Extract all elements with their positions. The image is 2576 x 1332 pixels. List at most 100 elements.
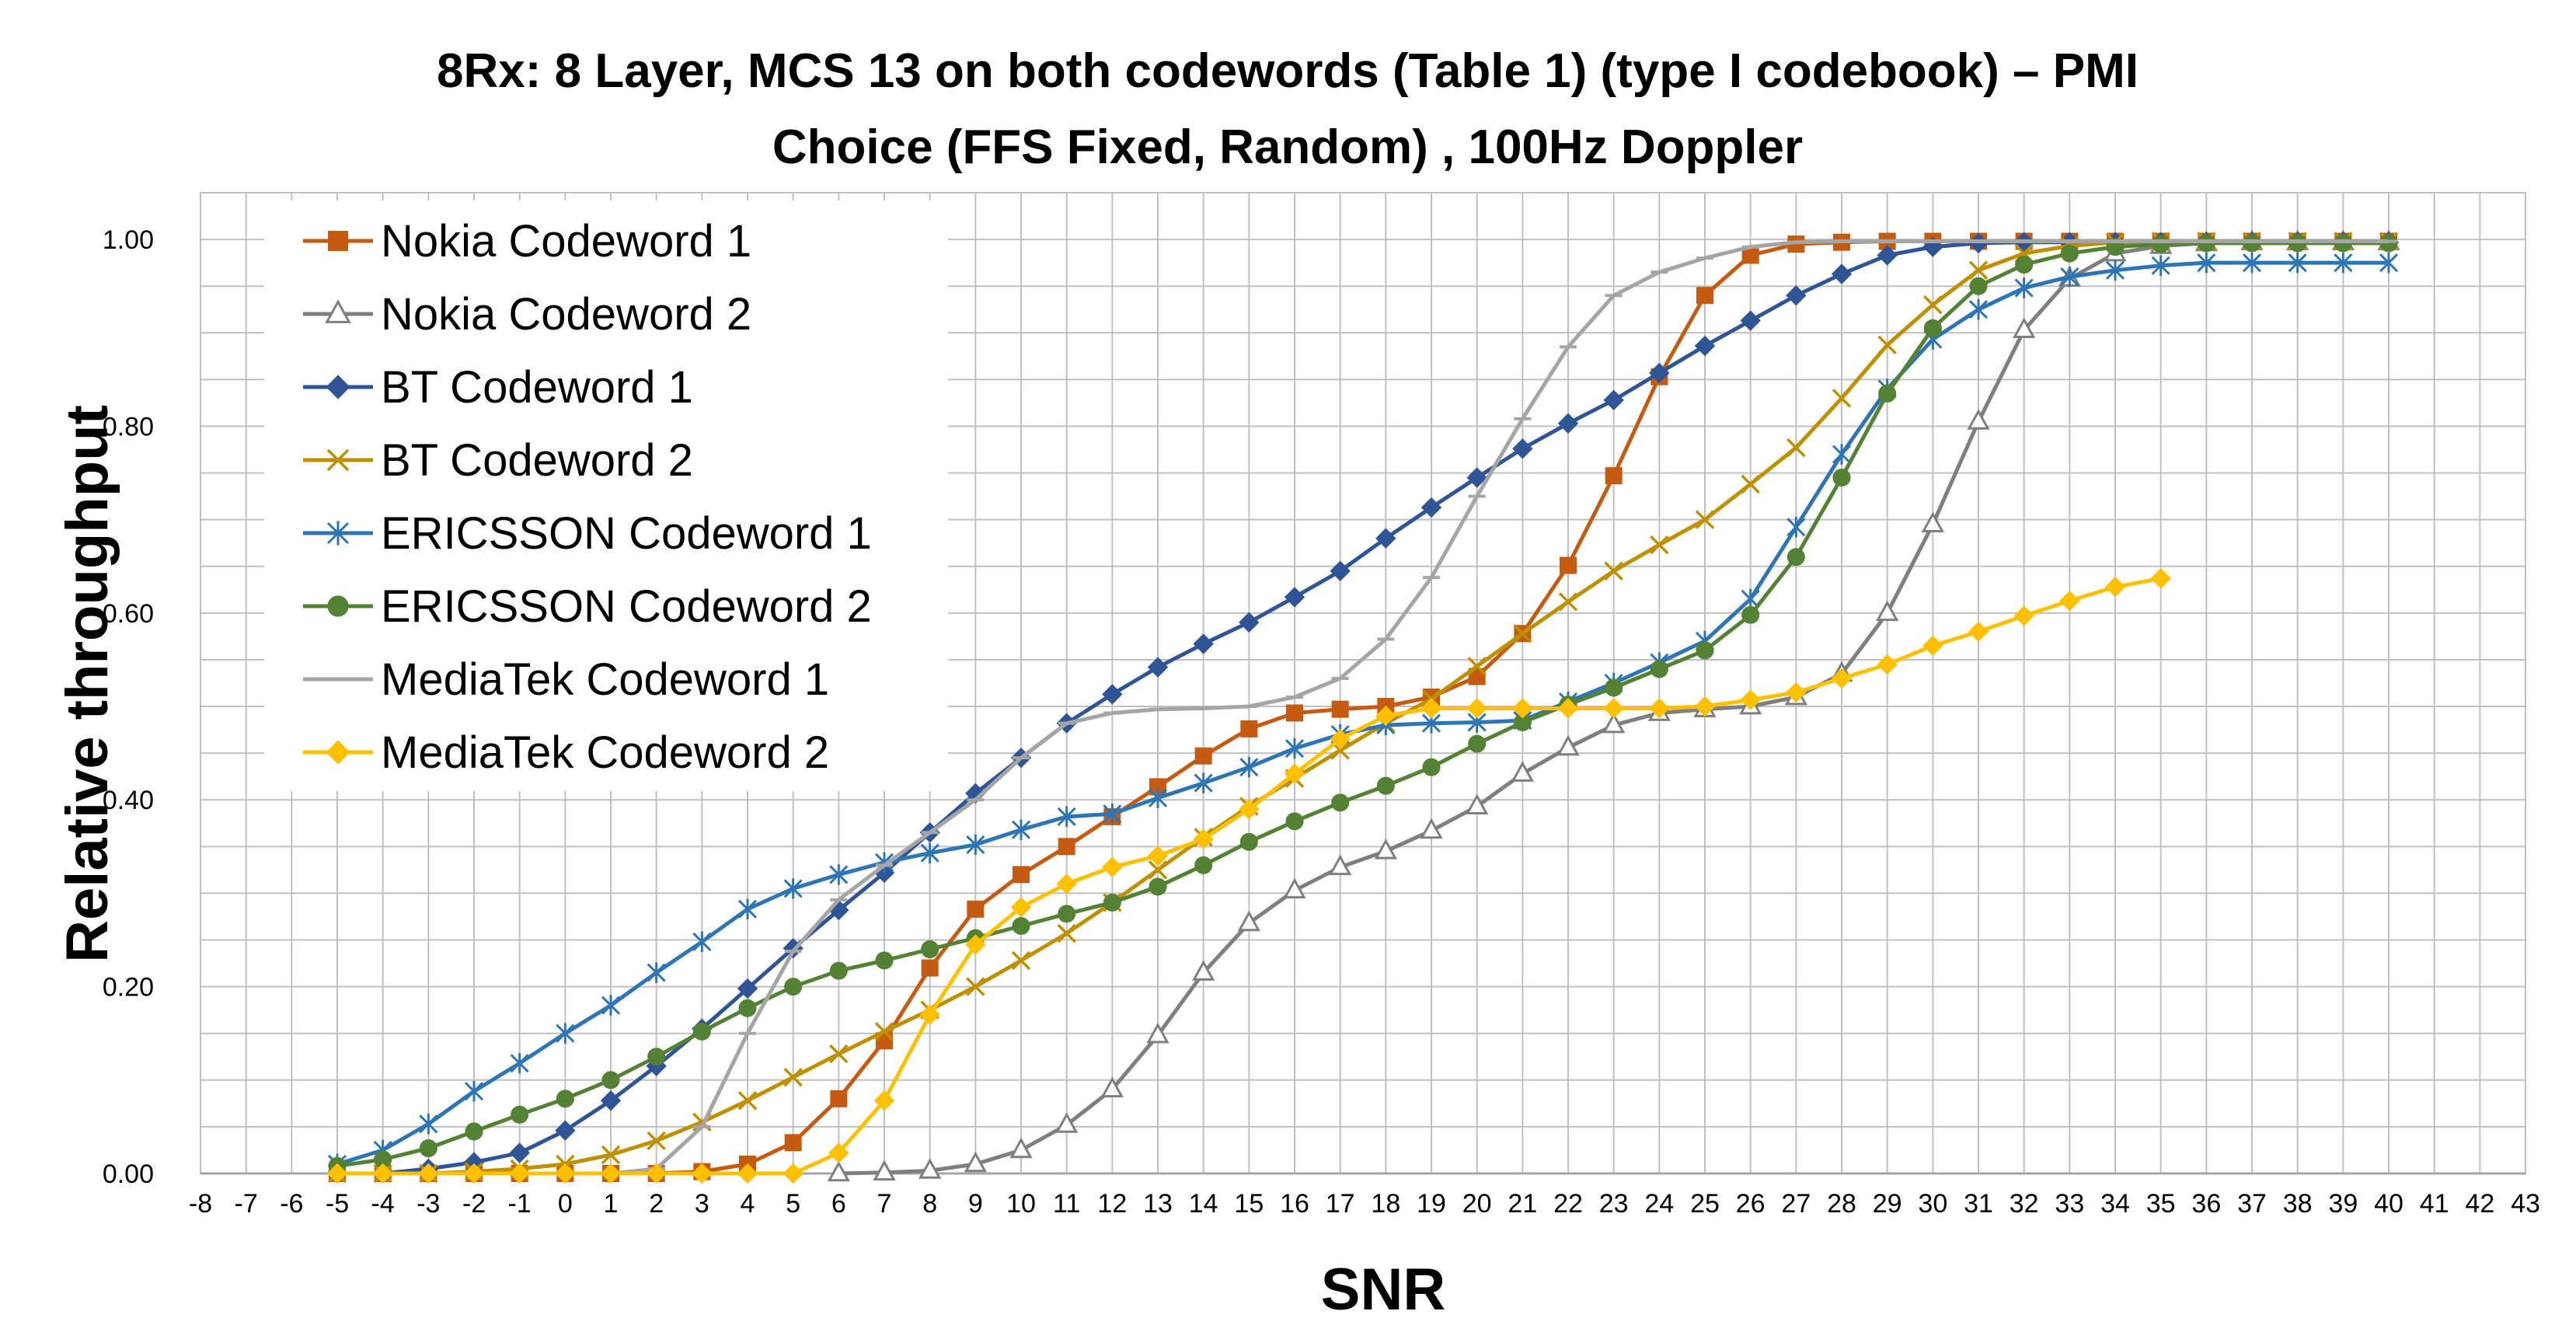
axes: -8 -7 -6 -5 -4 -3 -2 -1 0 1 2 3 4 5 6 7 8 9 10 11 12 13 14 15 16… <box>103 225 2540 1219</box>
diamond-marker <box>1557 413 1579 434</box>
square-marker <box>1741 246 1759 264</box>
diamond-marker <box>600 1163 622 1184</box>
x-tick-label: 23 <box>1599 1189 1629 1219</box>
x-tick-label: -5 <box>326 1189 349 1219</box>
x-tick-label: 2 <box>649 1189 664 1219</box>
diamond-marker <box>646 1163 667 1184</box>
asterisk-marker <box>1786 517 1806 538</box>
diamond-marker <box>1649 362 1670 384</box>
triangle-marker <box>1146 1022 1169 1044</box>
triangle-marker <box>919 1158 942 1179</box>
asterisk-marker <box>2151 255 2170 276</box>
asterisk-marker <box>1011 819 1031 840</box>
circle-marker <box>2152 235 2170 253</box>
circle-marker <box>1878 384 1897 403</box>
circle-marker <box>1149 877 1167 896</box>
diamond-marker <box>828 1142 849 1163</box>
circle-marker <box>829 961 848 980</box>
diamond-marker <box>1694 696 1716 717</box>
asterisk-marker <box>2242 252 2262 274</box>
asterisk-marker <box>1239 756 1259 778</box>
x-tick-label: 4 <box>741 1189 755 1219</box>
x-marker <box>326 448 350 472</box>
y-tick-label: 1.00 <box>103 225 154 255</box>
diamond-marker <box>965 783 986 804</box>
x-tick-label: 35 <box>2146 1189 2176 1219</box>
x-tick-label: 38 <box>2283 1189 2313 1219</box>
asterisk-marker <box>2379 252 2399 274</box>
asterisk-marker <box>601 995 621 1016</box>
diamond-marker <box>692 1163 713 1184</box>
diamond-marker <box>555 1163 576 1184</box>
diamond-marker <box>1193 828 1214 849</box>
diamond-marker <box>828 899 849 921</box>
diamond-marker <box>1239 799 1260 820</box>
square-marker <box>1286 704 1303 722</box>
x-tick-label: 12 <box>1097 1189 1127 1219</box>
triangle-marker <box>1466 793 1489 814</box>
x-tick-label: 43 <box>2511 1189 2540 1219</box>
x-marker <box>1695 510 1715 529</box>
diamond-marker <box>1512 698 1533 719</box>
circle-marker <box>1969 277 1988 295</box>
diamond-marker <box>1284 587 1305 608</box>
circle-marker <box>374 1150 392 1169</box>
asterisk-marker <box>1057 806 1076 828</box>
x-marker <box>647 1131 666 1151</box>
square-marker <box>1560 556 1577 574</box>
triangle-marker <box>1329 854 1352 876</box>
x-tick-label: 29 <box>1873 1189 1902 1219</box>
circle-marker <box>1422 758 1441 776</box>
x-tick-label: -6 <box>280 1189 303 1219</box>
diamond-marker <box>1740 310 1761 331</box>
asterisk-marker <box>1103 804 1122 825</box>
y-axis-title: Relative throughput <box>54 405 120 963</box>
circle-marker <box>1285 812 1304 831</box>
circle-marker <box>1696 641 1714 660</box>
diamond-marker <box>1786 285 1807 306</box>
x-tick-label: -2 <box>462 1189 486 1219</box>
legend-background <box>264 200 948 791</box>
x-tick-label: 10 <box>1006 1189 1036 1219</box>
square-marker <box>921 959 939 977</box>
x-marker <box>783 1067 803 1087</box>
circle-marker <box>1741 605 1760 624</box>
diamond-marker <box>783 1163 803 1184</box>
diamond-marker <box>418 1163 439 1184</box>
x-axis-title: SNR <box>1321 1257 1445 1323</box>
asterisk-marker <box>737 898 758 920</box>
square-marker <box>830 1090 848 1107</box>
x-tick-label: 16 <box>1280 1189 1309 1219</box>
asterisk-marker <box>2288 252 2307 274</box>
x-tick-label: 31 <box>1964 1189 1993 1219</box>
circle-marker <box>327 595 349 617</box>
diamond-marker <box>1786 682 1807 703</box>
x-tick-label: 8 <box>922 1189 937 1219</box>
x-marker <box>1923 295 1943 315</box>
x-tick-label: 24 <box>1644 1189 1674 1219</box>
triangle-marker <box>964 1151 987 1173</box>
circle-marker <box>1012 916 1030 936</box>
legend-item: ERICSSON Codeword 2 <box>303 581 872 632</box>
x-tick-label: 20 <box>1462 1189 1492 1219</box>
x-tick-label: 22 <box>1553 1189 1583 1219</box>
diamond-marker <box>509 1142 530 1163</box>
square-marker <box>1331 700 1349 718</box>
legend-label: ERICSSON Codeword 2 <box>381 581 872 632</box>
diamond-marker <box>509 1163 530 1184</box>
asterisk-marker <box>1832 444 1852 465</box>
legend-label: Nokia Codeword 2 <box>381 289 751 340</box>
asterisk-marker <box>1148 787 1168 809</box>
x-marker <box>1786 438 1806 458</box>
diamond-marker <box>1603 698 1624 719</box>
circle-marker <box>1468 734 1487 753</box>
diamond-marker <box>372 1163 393 1184</box>
triangle-marker <box>1602 712 1626 734</box>
circle-marker <box>1923 319 1942 337</box>
triangle-marker <box>1192 960 1215 981</box>
series-line <box>336 260 2389 1166</box>
square-marker <box>1605 467 1623 485</box>
diamond-marker <box>1010 897 1032 918</box>
x-tick-label: 33 <box>2055 1189 2084 1219</box>
asterisk-marker <box>1285 737 1305 759</box>
